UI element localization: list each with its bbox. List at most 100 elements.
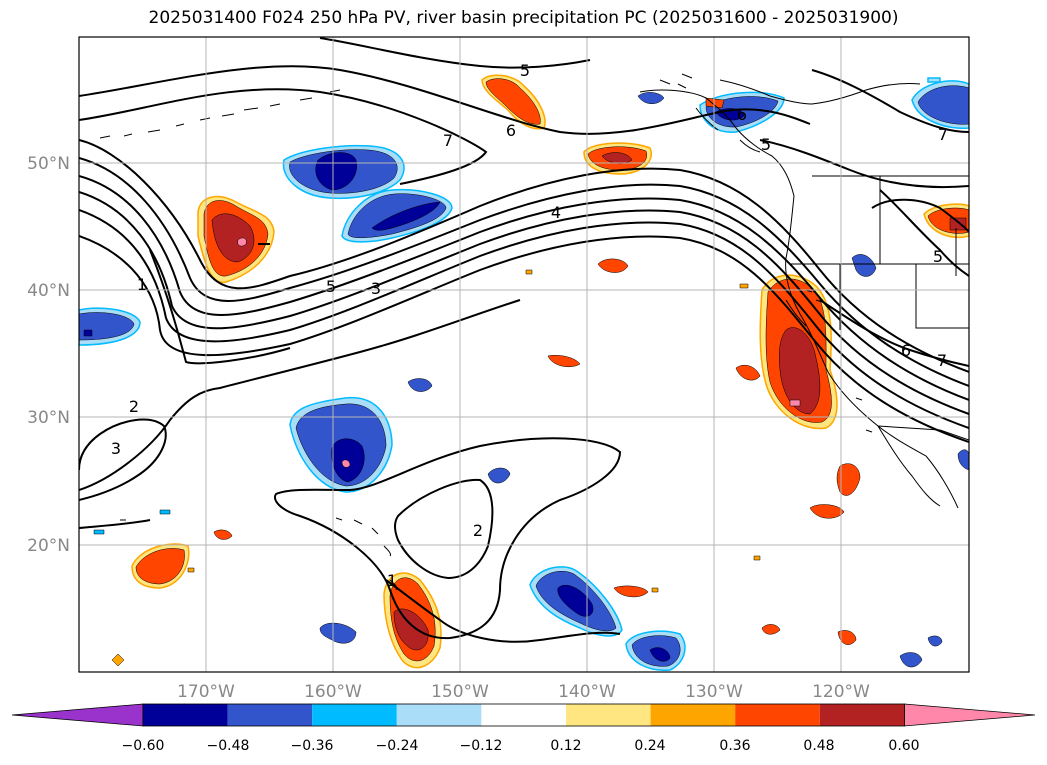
contour-label: 6: [901, 341, 911, 360]
contour-5-north: [319, 37, 591, 69]
mexico-border: [877, 425, 969, 441]
neg-small-blobs: [93, 77, 969, 668]
contour-2-inner: [394, 478, 494, 580]
graticule: [79, 37, 969, 672]
colorbar-tick-label: 0.48: [803, 738, 834, 754]
lat-label: 40°N: [27, 281, 70, 301]
plot-border: [78, 36, 970, 673]
neg-blob-north-pacific-2: [341, 188, 453, 243]
contour-label: 5: [761, 135, 771, 154]
colorbar-tick-label: 0.60: [888, 738, 919, 754]
contour-6-north: [79, 65, 811, 135]
jet-line-5: [79, 209, 969, 429]
lat-labels: 50°N 40°N 30°N 20°N: [27, 154, 70, 556]
map-layers: 5 6 7 6 5 7 4 5 3 1 2 3 2 1 5 6 7: [79, 37, 969, 672]
colorbar-cell: [735, 704, 820, 726]
pos-blob-california: [759, 274, 838, 430]
contour-label: 1: [387, 571, 397, 590]
contour-label: 2: [473, 521, 483, 540]
contour-label: 6: [737, 105, 747, 124]
lon-label: 160°W: [304, 682, 362, 702]
contour-label: 1: [137, 275, 147, 294]
colorbar-tick-label: −0.24: [376, 738, 419, 754]
hawaii-islands: [335, 517, 397, 591]
west-coast-islands: [120, 73, 693, 521]
contour-label: 7: [443, 131, 453, 150]
colorbar-tick-label: −0.12: [460, 738, 503, 754]
bc-islands: [695, 107, 761, 153]
lon-label: 130°W: [685, 682, 743, 702]
colorbar-extend-max: [904, 703, 1036, 727]
pos-blob-west-south: [131, 543, 190, 589]
coastal-detail-ca: [785, 289, 873, 433]
coastlines: [99, 73, 969, 591]
jet-line-6: [79, 235, 969, 443]
neg-blob-south-2: [625, 630, 686, 671]
jet-line-2: [79, 157, 969, 387]
contour-7-ne: [811, 69, 969, 133]
contour-2-west: [79, 299, 521, 491]
jet-line-4: [79, 191, 969, 415]
neg-blob-west-edge: [79, 307, 141, 346]
contour-label: 3: [371, 279, 381, 298]
colorbar-tick-label: −0.60: [122, 738, 165, 754]
lon-label: 140°W: [558, 682, 616, 702]
neg-blob-ne-corner: [911, 80, 969, 130]
baja-coast: [877, 425, 941, 507]
alaska-coast: [719, 79, 921, 105]
colorbar-tick-label: 0.36: [719, 738, 750, 754]
lat-label: 30°N: [27, 408, 70, 428]
contour-1-west: [149, 249, 291, 365]
contour-5-east: [879, 189, 969, 277]
pos-blob-north-2: [583, 142, 652, 175]
colorbar-cell: [143, 704, 228, 726]
colorbar-tick-labels: −0.60 −0.48 −0.36 −0.24 −0.12 0.12 0.24 …: [122, 738, 920, 754]
lat-label: 20°N: [27, 536, 70, 556]
pos-blob-ne-corner: [923, 203, 969, 239]
contour-label: 7: [937, 351, 947, 370]
aleutian-chain: [99, 89, 341, 139]
contour-label: 5: [326, 277, 336, 296]
colorbar-border: [142, 703, 905, 727]
contour-1-south: [79, 519, 621, 643]
contour-label: 2: [129, 397, 139, 416]
contour-label: 4: [551, 203, 561, 222]
neg-blob-north-pacific-1: [282, 144, 405, 200]
contour-label: 3: [111, 439, 121, 458]
neg-blob-hawaii-north: [289, 396, 393, 493]
lon-label: 170°W: [177, 682, 235, 702]
contour-label: 5: [933, 247, 943, 266]
colorbar-tick-label: −0.48: [207, 738, 250, 754]
colorbar-tick-label: −0.36: [291, 738, 334, 754]
lon-label: 150°W: [431, 682, 489, 702]
pos-blob-aleutians: [197, 195, 275, 284]
colorbar-cells: [11, 703, 1036, 727]
contour-2-closed: [274, 437, 622, 640]
colorbar-cell: [227, 704, 313, 726]
pos-small-blobs: [111, 97, 861, 667]
state-borders: [790, 176, 969, 330]
contour-east-6: [819, 299, 969, 367]
contour-5-nw: [759, 139, 969, 189]
lat-label: 50°N: [27, 154, 70, 174]
north-america-coast: [639, 89, 959, 509]
colorbar-cell: [312, 704, 397, 726]
colorbar-cell: [650, 704, 736, 726]
contour-labels: 5 6 7 6 5 7 4 5 3 1 2 3 2 1 5 6 7: [111, 61, 948, 590]
colorbar-cell: [481, 704, 566, 726]
colorbar-cell: [566, 704, 651, 726]
neg-blob-south-central: [529, 566, 623, 637]
contour-7-north: [79, 88, 488, 185]
pos-blob-hawaii-south: [383, 572, 442, 669]
precip-shading: [79, 74, 969, 671]
colorbar-extend-min: [11, 703, 144, 727]
colorbar: −0.60 −0.48 −0.36 −0.24 −0.12 0.12 0.24 …: [11, 703, 1036, 754]
colorbar-cell: [819, 704, 905, 726]
lon-labels: 170°W 160°W 150°W 140°W 130°W 120°W: [177, 682, 870, 702]
map-title: 2025031400 F024 250 hPa PV, river basin …: [148, 8, 899, 28]
lon-label: 120°W: [812, 682, 870, 702]
colorbar-tick-label: 0.24: [634, 738, 665, 754]
contour-label: 5: [520, 61, 530, 80]
jet-line-3: [79, 175, 969, 401]
